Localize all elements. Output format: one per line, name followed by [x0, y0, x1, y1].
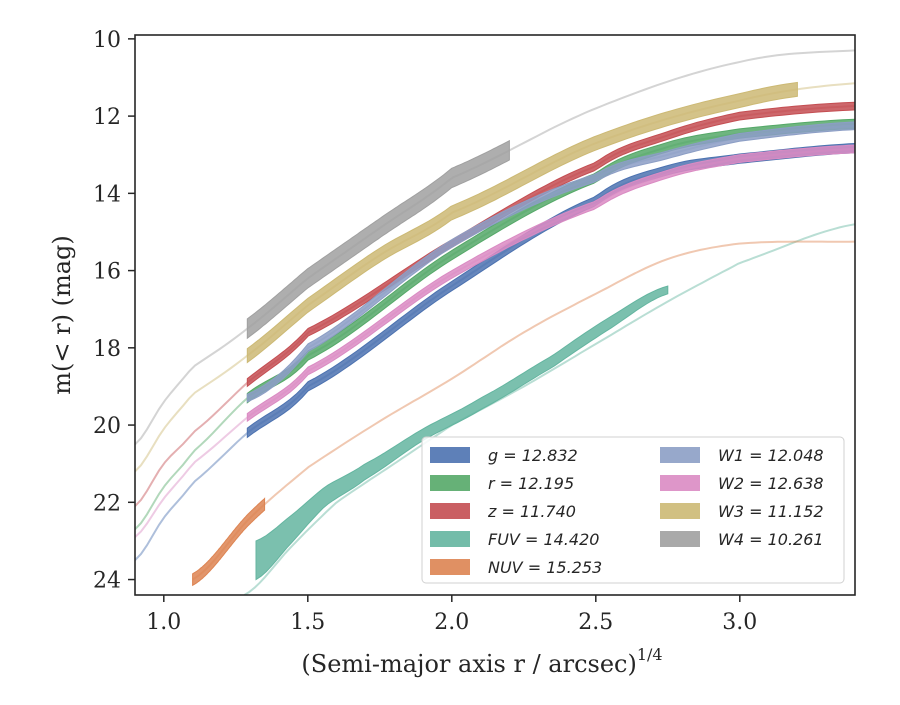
legend-entry-fuv: FUV = 14.420: [430, 530, 599, 549]
legend-swatch: [660, 475, 700, 491]
legend-swatch: [430, 475, 470, 491]
series-band-w4: [246, 139, 510, 340]
legend-label: W3 = 11.152: [718, 502, 824, 521]
legend-box: [421, 436, 845, 584]
series-line-w3: [135, 82, 855, 473]
legend-entry-w3: W3 = 11.152: [660, 502, 824, 521]
legend-label: W1 = 12.048: [718, 446, 824, 465]
legend-label: z = 11.740: [487, 502, 576, 521]
legend-label: NUV = 15.253: [488, 558, 602, 577]
series-band-z: [246, 101, 855, 388]
y-tick-label: 18: [93, 337, 121, 362]
legend-entry-w1: W1 = 12.048: [660, 446, 824, 465]
plot-frame: [134, 34, 856, 596]
legend-label: r = 12.195: [488, 474, 574, 493]
x-axis-label: (Semi-major axis r / arcsec)1/4: [301, 645, 662, 678]
x-tick-label: 1.5: [290, 610, 325, 635]
series-band-g: [246, 142, 855, 439]
y-tick-label: 12: [93, 105, 121, 130]
x-tick-label: 3.0: [722, 610, 757, 635]
y-tick-label: 22: [93, 491, 121, 516]
legend-label: W4 = 10.261: [718, 530, 824, 549]
x-tick-label: 2.5: [578, 610, 613, 635]
x-tick-label: 2.0: [434, 610, 469, 635]
series-band-r: [246, 118, 855, 404]
legend-swatch: [430, 531, 470, 547]
y-tick-label: 14: [93, 182, 121, 207]
series-line-nuv: [192, 240, 855, 581]
legend-swatch: [660, 531, 700, 547]
x-tick-label: 1.0: [146, 610, 181, 635]
x-axis-label-exponent: 1/4: [637, 645, 663, 664]
y-tick-label: 20: [93, 414, 121, 439]
legend-label: FUV = 14.420: [488, 530, 599, 549]
legend-entry-g: g = 12.832: [430, 446, 578, 465]
legend-label: W2 = 12.638: [718, 474, 824, 493]
plot-area: [135, 49, 855, 595]
legend-entry-r: r = 12.195: [430, 474, 574, 493]
series-band-w3: [246, 81, 798, 364]
y-axis-label: m(< r) (mag): [48, 235, 76, 394]
legend-entry-nuv: NUV = 15.253: [430, 558, 602, 577]
legend-swatch: [430, 503, 470, 519]
legend-entry-w2: W2 = 12.638: [660, 474, 824, 493]
legend-label: g = 12.832: [488, 446, 578, 465]
legend-swatch: [660, 503, 700, 519]
legend-swatch: [430, 447, 470, 463]
y-tick-label: 10: [93, 28, 121, 53]
x-axis-label-main: (Semi-major axis r / arcsec): [301, 650, 636, 678]
series-band-w1: [246, 121, 855, 403]
legend-swatch: [430, 559, 470, 575]
series-band-w2: [246, 144, 855, 423]
series-band-fuv: [255, 285, 669, 581]
legend-entry-w4: W4 = 10.261: [660, 530, 824, 549]
y-tick-label: 16: [93, 260, 121, 285]
legend-swatch: [660, 447, 700, 463]
series-band-nuv: [192, 497, 266, 587]
axis-ticks: 1.0 1.5 2.0 2.5 3.0 10 12 14 16 18 20 22 24: [93, 28, 757, 635]
legend-entry-z: z = 11.740: [430, 502, 576, 521]
y-tick-label: 24: [93, 569, 121, 594]
legend: g = 12.832 r = 12.195 z = 11.740 FUV = 14.4…: [421, 436, 845, 584]
series-line-fuv: [243, 223, 855, 595]
